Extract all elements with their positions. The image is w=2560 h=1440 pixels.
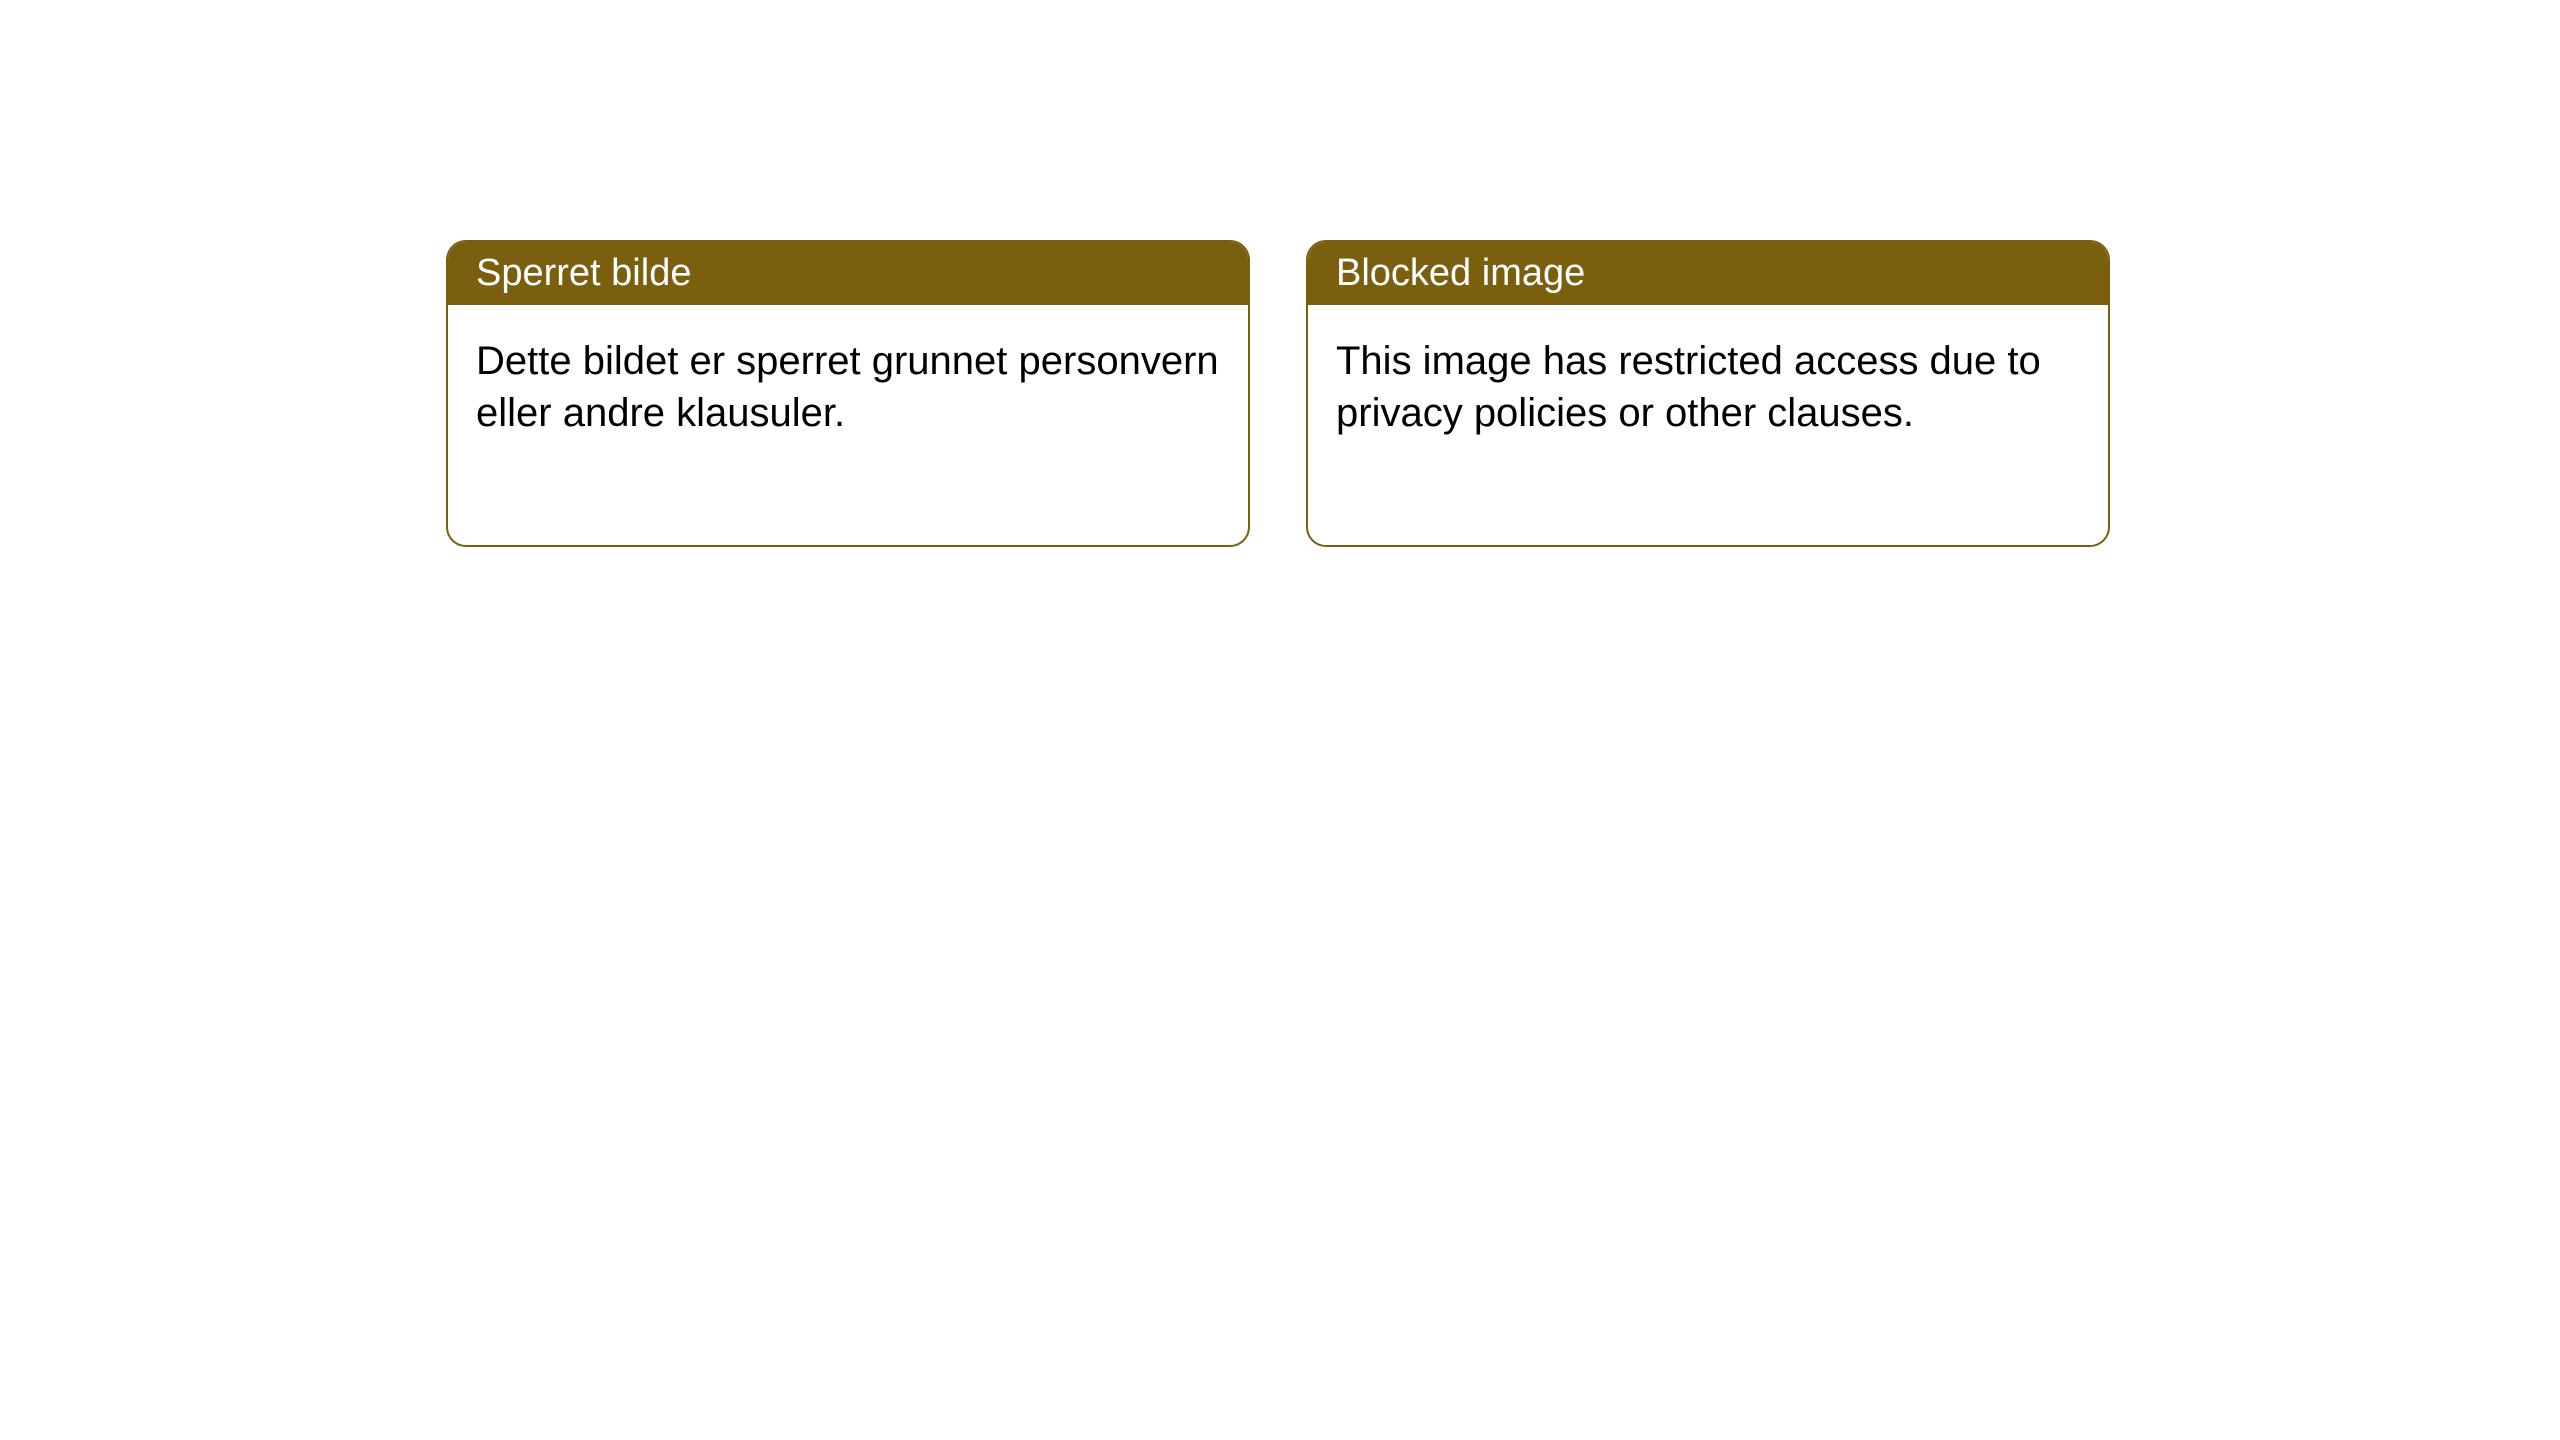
card-body-text: This image has restricted access due to … [1336,339,2041,435]
card-body-norwegian: Dette bildet er sperret grunnet personve… [448,305,1248,545]
card-body-text: Dette bildet er sperret grunnet personve… [476,339,1219,435]
card-title: Sperret bilde [476,252,691,294]
card-title: Blocked image [1336,252,1585,294]
card-english: Blocked image This image has restricted … [1306,240,2110,547]
card-header-english: Blocked image [1308,242,2108,305]
card-body-english: This image has restricted access due to … [1308,305,2108,545]
card-norwegian: Sperret bilde Dette bildet er sperret gr… [446,240,1250,547]
cards-container: Sperret bilde Dette bildet er sperret gr… [446,240,2110,547]
card-header-norwegian: Sperret bilde [448,242,1248,305]
